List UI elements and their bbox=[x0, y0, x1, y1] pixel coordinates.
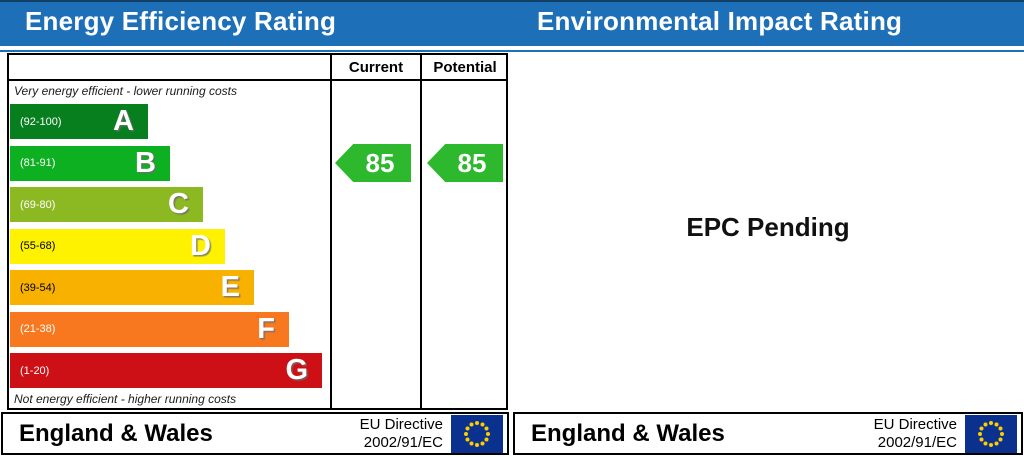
current-column-header: Current bbox=[348, 59, 404, 76]
environmental-impact-rating-title: Environmental Impact Rating bbox=[537, 6, 903, 36]
eu-flag-icon bbox=[451, 414, 503, 453]
bottom-caption: Not energy efficient - higher running co… bbox=[14, 392, 237, 406]
band-letter: F bbox=[257, 312, 275, 345]
band-range-label: (92-100) bbox=[20, 115, 62, 128]
eu-directive-line2: 2002/91/EC bbox=[363, 433, 443, 451]
band-letter: G bbox=[285, 354, 308, 386]
band-f: (21-38) F bbox=[10, 311, 289, 347]
band-range-label: (1-20) bbox=[20, 364, 50, 377]
band-range-label: (55-68) bbox=[20, 240, 56, 252]
current-rating-arrow: 85 bbox=[335, 144, 411, 182]
header-bar: Energy Efficiency Rating Environmental I… bbox=[0, 0, 1024, 46]
band-b: (81-91) B bbox=[10, 145, 170, 181]
band-letter: B bbox=[135, 146, 156, 179]
eu-directive-line2: 2002/91/EC bbox=[877, 433, 957, 451]
epc-pending-text: EPC Pending bbox=[686, 212, 850, 242]
potential-rating-arrow: 85 bbox=[427, 144, 503, 182]
current-column-divider bbox=[330, 53, 332, 410]
band-letter: D bbox=[190, 229, 211, 262]
band-letter: E bbox=[220, 271, 240, 303]
eu-directive-label: EU Directive 2002/91/EC bbox=[874, 416, 957, 451]
eu-directive-line1: EU Directive bbox=[873, 416, 957, 434]
eir-footer: England & Wales EU Directive 2002/91/EC bbox=[513, 412, 1023, 455]
current-rating-value: 85 bbox=[365, 147, 395, 178]
potential-column-header: Potential bbox=[433, 59, 497, 76]
band-letter: A bbox=[113, 105, 134, 137]
region-label: England & Wales bbox=[19, 419, 213, 447]
band-e: (39-54) E bbox=[10, 270, 254, 305]
column-header-divider bbox=[7, 79, 508, 81]
band-range-label: (81-91) bbox=[20, 157, 56, 169]
band-d: (55-68) D bbox=[10, 228, 225, 264]
band-range-label: (69-80) bbox=[20, 198, 56, 211]
band-a: (92-100) A bbox=[10, 104, 148, 139]
eu-directive-line1: EU Directive bbox=[359, 416, 443, 434]
region-label: England & Wales bbox=[531, 419, 725, 447]
top-caption: Very energy efficient - lower running co… bbox=[14, 84, 237, 98]
potential-rating-value: 85 bbox=[457, 147, 487, 178]
band-c: (69-80) C bbox=[10, 187, 203, 222]
header-underline bbox=[0, 50, 1024, 52]
eu-directive-label: EU Directive 2002/91/EC bbox=[360, 416, 443, 451]
band-range-label: (21-38) bbox=[20, 323, 56, 335]
energy-efficiency-rating-title: Energy Efficiency Rating bbox=[25, 6, 337, 36]
band-letter: C bbox=[168, 188, 189, 220]
eu-flag-icon bbox=[965, 414, 1017, 453]
eer-footer: England & Wales EU Directive 2002/91/EC bbox=[1, 412, 509, 455]
potential-column-divider bbox=[420, 53, 422, 410]
band-g: (1-20) G bbox=[10, 353, 322, 388]
band-range-label: (39-54) bbox=[20, 281, 56, 294]
